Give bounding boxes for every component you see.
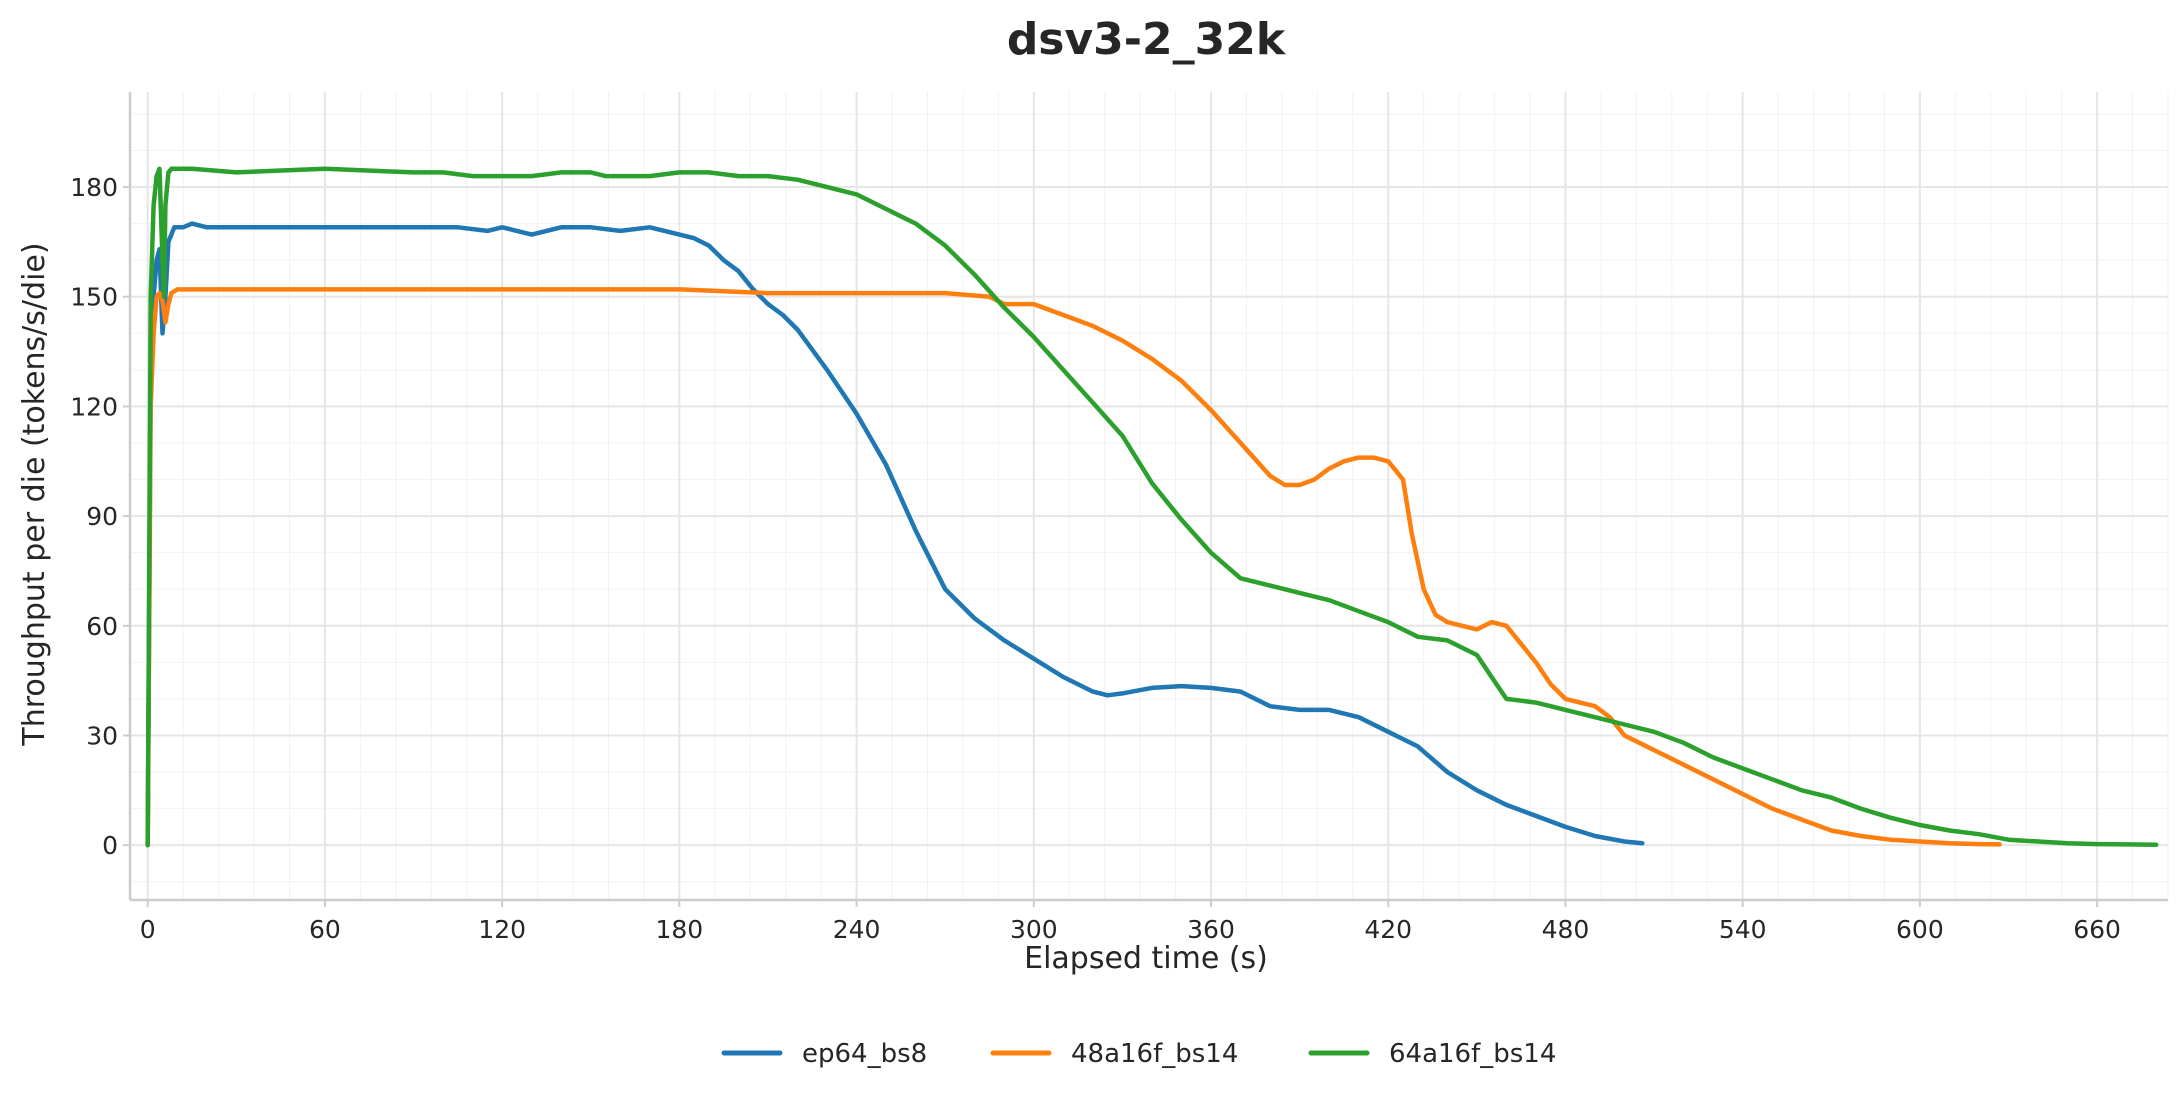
x-tick-label: 0 <box>140 915 156 944</box>
x-tick-label: 600 <box>1896 915 1944 944</box>
x-tick-label: 540 <box>1719 915 1767 944</box>
x-tick-label: 60 <box>309 915 341 944</box>
y-tick-label: 90 <box>86 502 118 531</box>
x-tick-label: 660 <box>2073 915 2121 944</box>
y-tick-label: 120 <box>70 392 118 421</box>
y-tick-label: 180 <box>70 173 118 202</box>
series-line-48a16f_bs14 <box>145 287 2002 848</box>
x-tick-label: 120 <box>478 915 526 944</box>
x-tick-label: 480 <box>1542 915 1590 944</box>
legend: ep64_bs8 48a16f_bs14 64a16f_bs14 <box>721 1039 1556 1069</box>
x-tick-label: 240 <box>833 915 881 944</box>
x-axis-ticks: 0 60 120 180 240 300 360 420 480 540 600 660 <box>140 900 2121 944</box>
series-lines <box>145 166 2159 848</box>
y-tick-label: 0 <box>102 831 118 860</box>
legend-label: ep64_bs8 <box>802 1039 927 1069</box>
legend-label: 48a16f_bs14 <box>1071 1039 1238 1069</box>
chart-title: dsv3-2_32k <box>1007 14 1287 65</box>
y-tick-label: 60 <box>86 612 118 641</box>
x-axis-label: Elapsed time (s) <box>1024 941 1268 976</box>
axes <box>128 92 2168 902</box>
y-tick-label: 150 <box>70 283 118 312</box>
y-tick-label: 30 <box>86 721 118 750</box>
x-tick-label: 300 <box>1010 915 1058 944</box>
x-tick-label: 420 <box>1364 915 1412 944</box>
legend-label: 64a16f_bs14 <box>1389 1039 1556 1069</box>
series-line-64a16f_bs14 <box>145 166 2159 848</box>
y-axis-label: Throughput per die (tokens/s/die) <box>17 242 52 746</box>
x-tick-label: 180 <box>656 915 704 944</box>
x-tick-label: 360 <box>1187 915 1235 944</box>
y-axis-ticks: 0 30 60 90 120 150 180 <box>70 173 130 860</box>
major-grid <box>130 92 2168 900</box>
series-line-ep64_bs8 <box>145 221 1645 848</box>
